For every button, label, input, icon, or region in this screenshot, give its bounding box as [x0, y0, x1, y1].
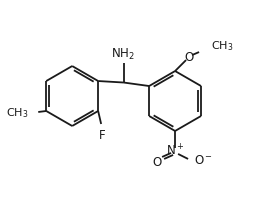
- Text: N$^+$: N$^+$: [166, 143, 184, 159]
- Text: CH$_3$: CH$_3$: [6, 106, 28, 120]
- Text: NH$_2$: NH$_2$: [111, 46, 135, 62]
- Text: O: O: [152, 156, 162, 169]
- Text: O$^-$: O$^-$: [194, 154, 213, 168]
- Text: O: O: [185, 51, 194, 64]
- Text: F: F: [99, 129, 105, 142]
- Text: CH$_3$: CH$_3$: [211, 39, 234, 53]
